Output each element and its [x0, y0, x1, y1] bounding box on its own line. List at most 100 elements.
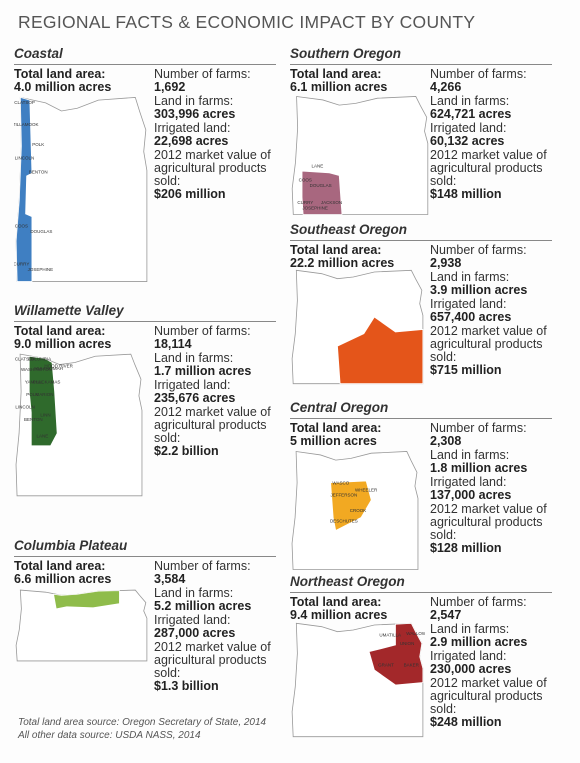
fact-value: 287,000 acres	[154, 626, 236, 640]
region-name: Southern Oregon	[290, 46, 552, 65]
facts: Number of farms: 2,308 Land in farms: 1.8 m…	[430, 422, 555, 556]
county-label: DESCHUTES	[330, 519, 358, 524]
fact-label: Irrigated land:	[430, 649, 507, 663]
county-label: YAMHILL	[25, 379, 44, 384]
fact-label: Irrigated land:	[154, 121, 231, 135]
fact-label: Land in farms:	[430, 270, 510, 284]
source-note: Total land area source: Oregon Secretary…	[18, 717, 267, 728]
fact-label: Irrigated land:	[430, 121, 507, 135]
facts: Number of farms: 2,938 Land in farms: 3.9 m…	[430, 244, 555, 378]
county-label: COOS	[15, 223, 28, 228]
county-label: WHEELER	[355, 487, 378, 492]
county-label: JACKSON	[321, 200, 342, 205]
region-map	[290, 267, 425, 387]
total-land-label: Total land area:	[14, 67, 106, 81]
fact-value: 230,000 acres	[430, 662, 512, 676]
county-label: MARION	[35, 392, 53, 397]
fact-value: 624,721 acres	[430, 107, 512, 121]
fact-label: Number of farms:	[154, 67, 251, 81]
fact-label: Land in farms:	[430, 94, 510, 108]
fact-label: Irrigated land:	[430, 297, 507, 311]
fact-label: 2012 market value of agricultural produc…	[430, 676, 547, 716]
county-label: JOSEPHINE	[28, 267, 54, 272]
fact-label: Irrigated land:	[154, 613, 231, 627]
fact-label: 2012 market value of agricultural produc…	[154, 148, 271, 188]
region-name: Willamette Valley	[14, 303, 276, 322]
total-land: Total land area: 4.0 million acres	[14, 68, 144, 94]
county-label: CLATSOP	[14, 100, 35, 105]
page-title: REGIONAL FACTS & ECONOMIC IMPACT BY COUN…	[18, 12, 476, 32]
fact-value: $128 million	[430, 541, 502, 555]
region-block: Willamette Valley Total land area: 9.0 mil…	[14, 303, 276, 322]
fact-value: 303,996 acres	[154, 107, 236, 121]
county-label: UNION	[400, 641, 415, 646]
fact-value: 657,400 acres	[430, 310, 512, 324]
county-label: DOUGLAS	[30, 229, 52, 234]
region-shape	[337, 317, 422, 384]
fact-label: Land in farms:	[430, 448, 510, 462]
fact-label: Number of farms:	[430, 67, 527, 81]
county-label: POLK	[32, 142, 44, 147]
region-block: Southeast Oregon Total land area: 22.2 mil…	[290, 222, 552, 241]
region-shape	[54, 591, 120, 609]
region-shape	[29, 356, 57, 446]
county-label: UMATILLA	[379, 633, 401, 638]
county-label: CLATSOP	[15, 356, 36, 361]
total-land-value: 6.1 million acres	[290, 80, 388, 94]
fact-label: Number of farms:	[154, 559, 251, 573]
total-land: Total land area: 9.0 million acres	[14, 325, 144, 351]
fact-value: $248 million	[430, 715, 502, 729]
facts: Number of farms: 4,266 Land in farms: 624,7…	[430, 68, 555, 202]
map-group	[292, 96, 428, 214]
region-name: Coastal	[14, 46, 276, 65]
county-label: LINN	[40, 413, 50, 418]
county-label: CLACKAMAS	[33, 379, 61, 384]
map-group	[16, 354, 142, 496]
county-label: MULTNOMAH	[34, 366, 63, 371]
map-group	[16, 97, 147, 281]
county-label: CROOK	[350, 508, 367, 513]
fact-value: 1.8 million acres	[430, 461, 528, 475]
total-land-label: Total land area:	[290, 421, 382, 435]
region-shape	[16, 97, 32, 281]
total-land-value: 22.2 million acres	[290, 256, 395, 270]
fact-value: $206 million	[154, 187, 226, 201]
region-map	[14, 588, 149, 663]
fact-value: 18,114	[154, 337, 192, 351]
fact-value: 235,676 acres	[154, 391, 236, 405]
fact-value: 22,698 acres	[154, 134, 229, 148]
county-label: TILLAMOOK	[14, 122, 38, 127]
fact-value: 3,584	[154, 572, 186, 586]
fact-value: 5.2 million acres	[154, 599, 252, 613]
total-land-value: 5 million acres	[290, 434, 377, 448]
source-note: All other data source: USDA NASS, 2014	[18, 730, 201, 741]
facts: Number of farms: 18,114 Land in farms: 1.7 …	[154, 325, 279, 459]
map-group	[292, 451, 418, 569]
total-land-label: Total land area:	[14, 559, 106, 573]
fact-label: 2012 market value of agricultural produc…	[430, 324, 547, 364]
total-land: Total land area: 6.1 million acres	[290, 68, 420, 94]
region-shape	[331, 481, 372, 530]
county-label: DOUGLAS	[310, 183, 332, 188]
total-land-value: 6.6 million acres	[14, 572, 112, 586]
fact-value: 2,938	[430, 256, 462, 270]
county-label: BENTON	[24, 417, 43, 422]
total-land-value: 9.4 million acres	[290, 608, 388, 622]
county-label: GRANT	[378, 663, 394, 668]
fact-value: 3.9 million acres	[430, 283, 528, 297]
fact-value: $148 million	[430, 187, 502, 201]
region-block: Columbia Plateau Total land area: 6.6 mill…	[14, 538, 276, 693]
county-label: HOOD RIVER	[44, 364, 73, 369]
region-shape	[302, 171, 342, 214]
fact-label: 2012 market value of agricultural produc…	[430, 148, 547, 188]
county-label: COOS	[299, 178, 312, 183]
fact-value: $1.3 billion	[154, 679, 219, 693]
county-label: LINCOLN	[15, 156, 35, 161]
total-land-label: Total land area:	[290, 243, 382, 257]
region-name: Southeast Oregon	[290, 222, 552, 241]
county-label: BAKER	[404, 663, 420, 668]
